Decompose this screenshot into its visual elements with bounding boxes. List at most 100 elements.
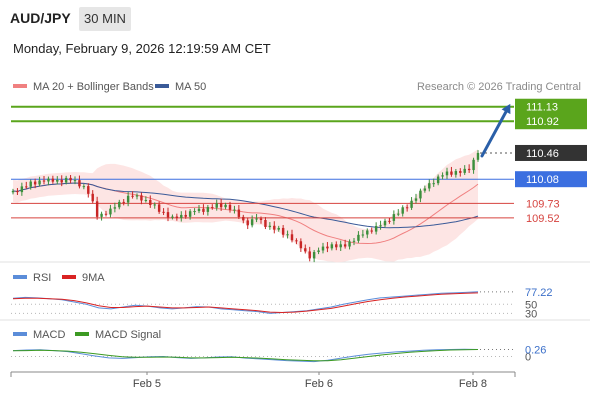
trend-arrow-head — [501, 103, 511, 115]
candle-body — [379, 225, 382, 227]
symbol-title: AUD/JPY — [10, 10, 71, 26]
candle-body — [335, 244, 338, 248]
candle-body — [343, 244, 347, 247]
candle-body — [273, 225, 276, 230]
candle-body — [175, 216, 179, 218]
pivot-label: 110.08 — [526, 174, 559, 186]
resistance-tag — [515, 98, 587, 115]
candle-body — [397, 213, 400, 215]
candle-body — [109, 208, 112, 215]
x-axis-tick-label: Feb 6 — [305, 378, 333, 390]
candle-body — [388, 220, 391, 222]
rsi-tick-label: 50 — [525, 299, 537, 311]
candle-body — [144, 199, 148, 201]
candle-body — [118, 201, 121, 208]
candle-body — [122, 201, 125, 203]
candle-body — [197, 208, 201, 212]
candle-body — [202, 208, 205, 212]
macd-series-line — [12, 348, 479, 363]
candle-body — [308, 251, 311, 259]
timestamp: Monday, February 9, 2026 12:19:59 AM CET — [13, 41, 271, 56]
candle-body — [82, 186, 86, 188]
candle-body — [233, 209, 236, 211]
candle-body — [374, 225, 378, 232]
rsi-series-line — [12, 292, 479, 314]
candle-body — [259, 218, 263, 220]
source-credit: Research © 2026 Trading Central — [417, 81, 581, 93]
last-price-tag — [515, 144, 587, 161]
candle-body — [476, 152, 480, 160]
support-label: 109.73 — [526, 198, 560, 210]
candle-body — [268, 225, 272, 227]
candle-body — [459, 171, 462, 173]
candle-body — [299, 241, 303, 249]
candle-body — [326, 246, 329, 249]
candle-body — [392, 214, 396, 221]
candle-body — [64, 177, 68, 183]
candle-body — [42, 180, 46, 182]
candle-body — [414, 198, 418, 201]
candle-body — [405, 207, 409, 209]
candle-body — [206, 207, 210, 212]
x-axis: Feb 5 Feb 6 Feb 8 — [10, 371, 516, 390]
candle-body — [295, 240, 298, 242]
x-axis-tick-label: Feb 5 — [133, 378, 161, 390]
candle-body — [281, 227, 285, 235]
candle-body — [423, 188, 427, 191]
candle-body — [135, 195, 139, 197]
price-panel: 111.13 110.92 110.46 110.08 109.73 109.52 — [11, 98, 587, 263]
candle-body — [87, 186, 90, 194]
candle-body — [250, 219, 254, 226]
candle-body — [410, 200, 413, 208]
candle-body — [29, 181, 32, 187]
rsi-series-line — [12, 291, 479, 314]
candle-body — [73, 180, 77, 182]
resistance-tag — [515, 113, 587, 130]
macd-tick-label: 0 — [525, 352, 531, 364]
candle-body — [193, 211, 196, 213]
candle-body — [78, 180, 81, 187]
macd-panel: 00.26 — [11, 344, 546, 364]
rsi-legend-label: RSI — [33, 272, 51, 284]
candle-body — [330, 244, 334, 249]
candle-body — [290, 234, 294, 241]
candle-body — [56, 179, 59, 182]
candle-body — [140, 195, 143, 201]
candle-body — [91, 193, 94, 202]
candle-body — [370, 230, 373, 232]
macd-series-line — [12, 349, 479, 362]
candle-body — [264, 219, 267, 227]
candle-body — [352, 240, 356, 242]
candle-body — [47, 178, 50, 182]
candle-body — [339, 244, 342, 248]
resistance-label: 110.92 — [526, 116, 559, 128]
candle-body — [286, 234, 289, 236]
candle-body — [211, 207, 214, 209]
candle-body — [149, 199, 152, 206]
timeframe-button[interactable]: 30 MIN — [79, 7, 131, 31]
candle-body — [38, 180, 41, 185]
candle-body — [436, 176, 440, 184]
candle-body — [69, 177, 72, 181]
candle-body — [171, 216, 174, 218]
macd-last-label: 0.26 — [525, 344, 546, 356]
candle-body — [224, 204, 227, 208]
candle-body — [162, 211, 165, 213]
candle-body — [445, 171, 449, 176]
candle-body — [450, 171, 453, 175]
candle-body — [467, 168, 471, 171]
candle-body — [60, 179, 63, 183]
candle-body — [357, 234, 360, 241]
candle-body — [317, 250, 320, 253]
candle-body — [419, 190, 422, 199]
candle-body — [95, 201, 99, 217]
candle-body — [361, 234, 365, 236]
candle-body — [463, 168, 466, 173]
candle-body — [104, 213, 108, 215]
candle-body — [383, 220, 387, 226]
candle-body — [366, 230, 369, 235]
candle-body — [312, 252, 316, 259]
candle-body — [401, 207, 404, 214]
candle-body — [131, 195, 134, 197]
